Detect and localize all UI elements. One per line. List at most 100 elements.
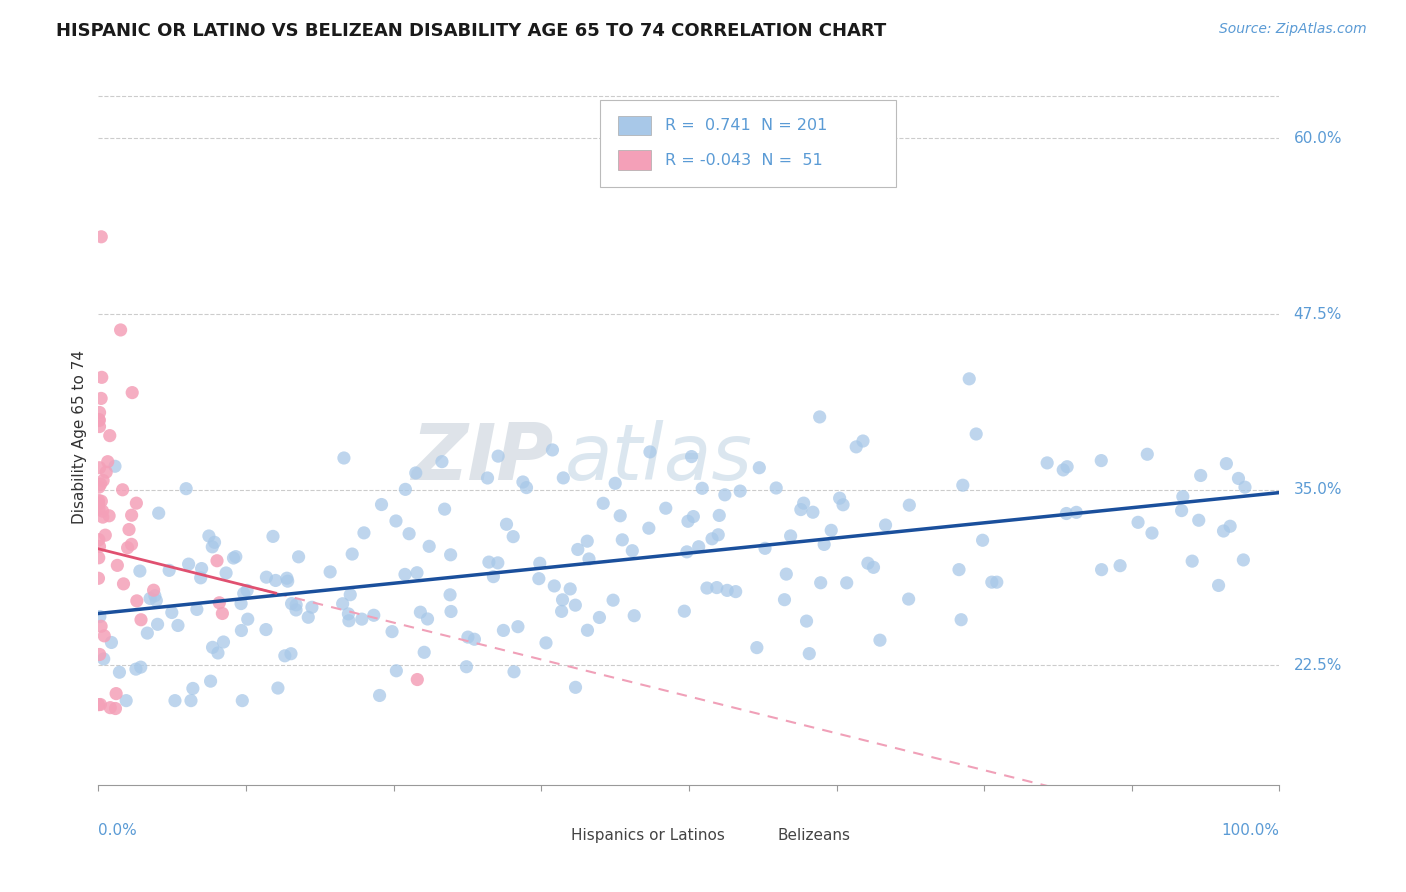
Point — [280, 597, 302, 611]
Point — [93, 629, 115, 643]
Point — [94, 528, 117, 542]
Point — [93, 652, 115, 666]
Point — [205, 554, 228, 568]
Point — [796, 614, 818, 628]
Point — [370, 498, 392, 512]
Point — [553, 471, 575, 485]
Point — [87, 501, 110, 516]
Point — [143, 589, 166, 603]
Point — [180, 693, 202, 707]
Point — [368, 689, 391, 703]
Point — [696, 581, 718, 595]
Text: 60.0%: 60.0% — [1294, 131, 1343, 146]
Point — [952, 478, 974, 492]
Point — [1188, 513, 1211, 527]
Point — [793, 496, 815, 510]
Point — [1215, 457, 1237, 471]
Point — [1090, 453, 1112, 467]
Point — [1054, 507, 1077, 521]
Point — [190, 571, 212, 585]
Point — [515, 481, 537, 495]
Point — [576, 534, 599, 549]
Point — [89, 405, 111, 419]
Point — [1126, 516, 1149, 530]
Point — [222, 551, 245, 566]
Point — [765, 481, 787, 495]
Point — [267, 681, 290, 695]
Point — [301, 600, 323, 615]
Point — [1219, 519, 1241, 533]
Point — [100, 635, 122, 649]
Point — [385, 514, 408, 528]
Point — [529, 556, 551, 570]
Point — [775, 567, 797, 582]
Point — [688, 540, 710, 554]
Point — [612, 533, 634, 547]
Point — [965, 427, 987, 442]
Text: Belizeans: Belizeans — [778, 828, 851, 843]
Point — [211, 607, 233, 621]
Point — [280, 647, 302, 661]
Point — [655, 501, 678, 516]
Y-axis label: Disability Age 65 to 74: Disability Age 65 to 74 — [72, 350, 87, 524]
Point — [835, 575, 858, 590]
Point — [333, 450, 356, 465]
Point — [87, 412, 110, 426]
Point — [502, 530, 524, 544]
Point — [567, 542, 589, 557]
Point — [146, 617, 169, 632]
Point — [398, 526, 420, 541]
Point — [413, 645, 436, 659]
Point — [177, 557, 200, 571]
Point — [285, 603, 308, 617]
Point — [1056, 459, 1078, 474]
Point — [406, 566, 429, 580]
Point — [117, 541, 139, 555]
Point — [681, 450, 703, 464]
Point — [1090, 563, 1112, 577]
Point — [862, 560, 884, 574]
Point — [409, 605, 432, 619]
Point — [486, 449, 509, 463]
Point — [1233, 480, 1256, 494]
Point — [90, 494, 112, 508]
Text: ZIP: ZIP — [411, 420, 553, 496]
Point — [254, 623, 277, 637]
Point — [89, 419, 111, 434]
Point — [198, 529, 221, 543]
Point — [121, 508, 143, 523]
Point — [89, 609, 111, 624]
Point — [637, 521, 659, 535]
Point — [125, 496, 148, 510]
Point — [875, 518, 897, 533]
Point — [440, 605, 463, 619]
Point — [745, 640, 768, 655]
Point — [706, 581, 728, 595]
Point — [676, 545, 699, 559]
Point — [353, 525, 375, 540]
Point — [89, 460, 111, 475]
Point — [129, 660, 152, 674]
Point — [87, 493, 110, 508]
Point — [551, 592, 574, 607]
FancyBboxPatch shape — [742, 826, 770, 844]
Point — [87, 480, 110, 494]
Point — [1232, 553, 1254, 567]
Point — [972, 533, 994, 548]
Point — [121, 385, 143, 400]
Point — [534, 636, 557, 650]
Text: HISPANIC OR LATINO VS BELIZEAN DISABILITY AGE 65 TO 74 CORRELATION CHART: HISPANIC OR LATINO VS BELIZEAN DISABILIT… — [56, 22, 887, 40]
Point — [262, 529, 284, 543]
Point — [673, 604, 696, 618]
Point — [111, 483, 134, 497]
Point — [231, 624, 253, 638]
Point — [773, 592, 796, 607]
Point — [110, 323, 132, 337]
Point — [709, 508, 731, 523]
Point — [820, 524, 842, 538]
Point — [790, 502, 813, 516]
Point — [96, 465, 118, 479]
Point — [828, 491, 851, 505]
Point — [125, 662, 148, 676]
Point — [319, 565, 342, 579]
